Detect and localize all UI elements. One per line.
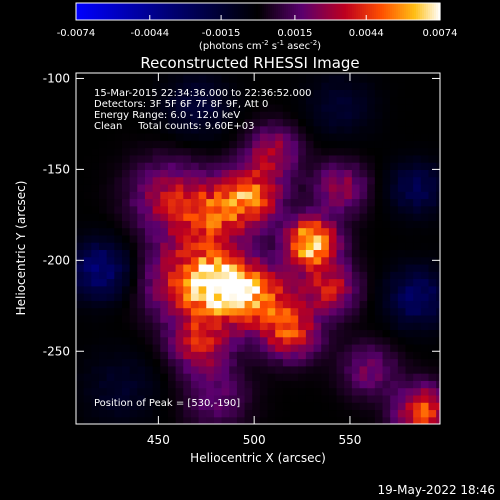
y-axis: -100 -150 -200 -250 <box>43 71 440 358</box>
plot-frame <box>75 72 441 425</box>
chart-title: Reconstructed RHESSI Image <box>140 54 359 72</box>
annotation-detectors: Detectors: 3F 5F 6F 7F 8F 9F, Att 0 <box>94 99 268 110</box>
colorbar-ticks: -0.0074 -0.0044 -0.0015 0.0015 0.0044 0.0074 <box>57 15 458 39</box>
y-tick-label: -200 <box>43 253 70 267</box>
y-tick-label: -150 <box>43 162 70 176</box>
x-tick-label: 500 <box>243 433 266 447</box>
colorbar-strip <box>76 3 441 20</box>
colorbar-tick-label: -0.0044 <box>130 28 169 39</box>
colorbar-frame <box>75 2 441 21</box>
y-axis-label: Heliocentric Y (arcsec) <box>14 181 28 316</box>
colorbar-tick-label: -0.0015 <box>202 28 241 39</box>
colorbar-tick-label: 0.0074 <box>423 28 458 39</box>
colorbar-tick-label: -0.0074 <box>57 28 96 39</box>
x-tick-label: 550 <box>339 433 362 447</box>
colorbar-tick-label: 0.0044 <box>349 28 384 39</box>
heatmap-image <box>76 73 440 424</box>
colorbar-units: (photons cm-2 s-1 asec-2) <box>199 39 321 52</box>
peak-position-label: Position of Peak = [530,-190] <box>94 398 240 409</box>
plot-timestamp: 19-May-2022 18:46 <box>378 483 495 497</box>
x-tick-label: 450 <box>147 433 170 447</box>
annotation-block: 15-Mar-2015 22:34:36.000 to 22:36:52.000… <box>94 88 312 132</box>
colorbar-tick-label: 0.0015 <box>277 28 312 39</box>
x-axis: 450 500 550 <box>147 73 361 447</box>
y-tick-label: -100 <box>43 71 70 85</box>
annotation-energy-range: Energy Range: 6.0 - 12.0 keV <box>94 110 240 121</box>
colorbar: -0.0074 -0.0044 -0.0015 0.0015 0.0044 0.0074 … <box>57 2 458 52</box>
annotation-counts: Clean Total counts: 9.60E+03 <box>94 121 254 132</box>
x-axis-label: Heliocentric X (arcsec) <box>190 451 326 465</box>
y-tick-label: -250 <box>43 344 70 358</box>
annotation-time-range: 15-Mar-2015 22:34:36.000 to 22:36:52.000 <box>94 88 312 99</box>
